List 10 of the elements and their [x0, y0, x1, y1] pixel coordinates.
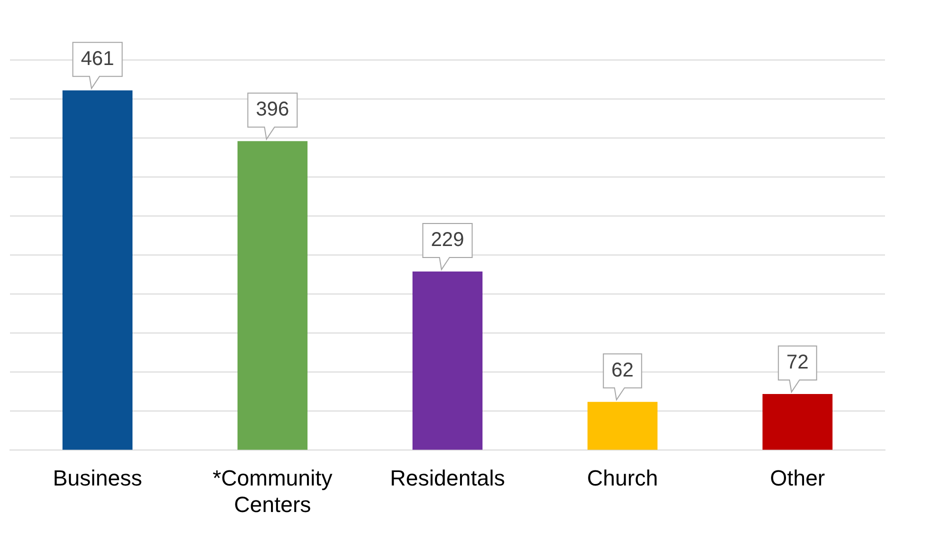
- x-tick-label: Other: [770, 465, 826, 490]
- data-label: 229: [430, 229, 464, 252]
- data-label: 461: [80, 48, 114, 70]
- x-tick-label: Church: [587, 465, 658, 490]
- x-tick-label: Business: [52, 465, 142, 490]
- x-tick-label: Residentals: [390, 465, 505, 490]
- data-label: 72: [786, 352, 809, 374]
- data-label: 396: [256, 98, 290, 121]
- x-tick-label: *Community Centers: [212, 465, 332, 517]
- data-label: 62: [611, 359, 634, 382]
